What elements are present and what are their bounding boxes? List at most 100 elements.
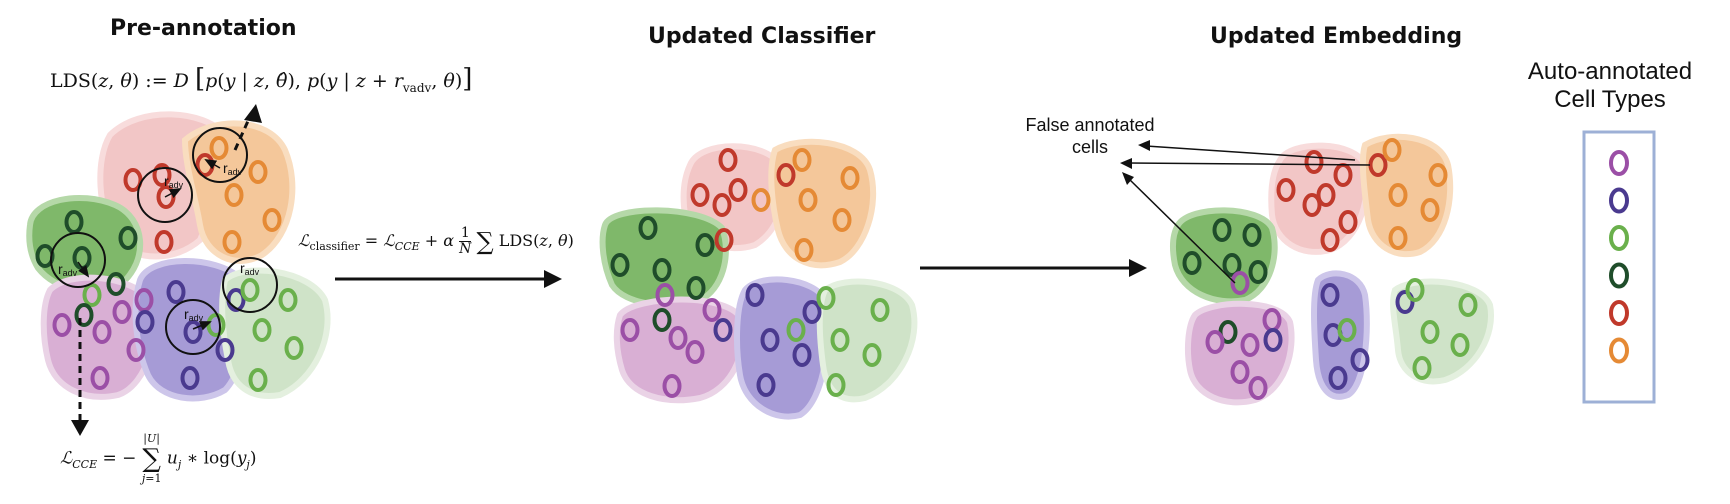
- false-annotated-arrow: [1145, 145, 1356, 161]
- cell-purple: [668, 326, 688, 350]
- cell-red: [152, 163, 172, 187]
- cell-light-green: [862, 343, 882, 367]
- false-annotated-note: False annotated cells: [1010, 114, 1170, 158]
- cell-orange: [1382, 138, 1402, 162]
- cell-purple: [1230, 271, 1250, 295]
- radius-label: radv: [184, 306, 204, 323]
- cell-indigo: [166, 280, 186, 304]
- cell-orange: [832, 208, 852, 232]
- transition-arrow-2-head: [1129, 259, 1147, 277]
- cell-indigo: [135, 310, 155, 334]
- cell-dark-green: [64, 210, 84, 234]
- legend-swatch-red: [1609, 300, 1629, 326]
- false-annotated-arrow: [1127, 162, 1371, 166]
- radius-label: radv: [223, 160, 243, 177]
- radius-label: radv: [58, 261, 78, 278]
- transition-arrow-1-head: [544, 270, 562, 288]
- cell-dark-green: [1242, 223, 1262, 247]
- cluster-lavender: [132, 258, 251, 402]
- cell-dark-green: [106, 272, 126, 296]
- legend-title: Auto-annotated Cell Types: [1500, 58, 1720, 114]
- cluster-violet: [1184, 300, 1295, 406]
- cell-purple: [134, 288, 154, 312]
- cell-dark-green: [1182, 251, 1202, 275]
- false-annotated-arrow: [1127, 177, 1236, 284]
- radius-label: radv: [164, 173, 184, 190]
- cell-red: [1316, 183, 1336, 207]
- cell-dark-green: [1212, 218, 1232, 242]
- cce-loss-formula: ℒCCE = − |U| ∑ j=1 uj ∗ log(yj): [60, 432, 257, 485]
- cell-indigo: [792, 343, 812, 367]
- adversarial-radius-circle: [192, 127, 248, 183]
- cell-light-green: [248, 368, 268, 392]
- cell-red: [1338, 210, 1358, 234]
- radius-arrow: [77, 261, 90, 278]
- cell-red: [123, 168, 143, 192]
- cluster-mint: [816, 278, 918, 403]
- cell-indigo: [756, 373, 776, 397]
- cell-light-green: [1337, 318, 1357, 342]
- cell-indigo: [713, 318, 733, 342]
- updated-classifier-panel: [599, 138, 918, 420]
- cell-purple: [1240, 333, 1260, 357]
- cell-light-green: [278, 288, 298, 312]
- cell-purple: [620, 318, 640, 342]
- cell-light-green: [284, 336, 304, 360]
- legend-swatch-indigo: [1609, 187, 1629, 214]
- false-annotated-arrow-head: [1138, 140, 1150, 151]
- radius-arrow: [192, 321, 212, 331]
- cell-red: [712, 193, 732, 217]
- cell-indigo: [183, 320, 203, 344]
- radius-arrow: [204, 159, 221, 170]
- legend-swatch-dark-green: [1609, 262, 1629, 289]
- cell-light-green: [82, 283, 102, 307]
- cell-orange: [798, 188, 818, 212]
- cell-dark-green: [1222, 253, 1242, 277]
- cell-light-green: [826, 373, 846, 397]
- cell-purple: [52, 313, 72, 337]
- cluster-violet: [613, 296, 747, 404]
- cell-dark-green: [610, 253, 630, 277]
- cell-dark-green: [1248, 260, 1268, 284]
- cell-indigo: [1350, 348, 1370, 372]
- cluster-green: [599, 207, 729, 308]
- dashed-arrow-down-head: [71, 420, 89, 436]
- cell-red: [776, 163, 796, 187]
- false-annotated-line2: cells: [1071, 137, 1108, 157]
- cluster-green: [26, 195, 144, 296]
- pre-annotation-panel: radv radv radv radv radv: [26, 104, 331, 436]
- cell-purple: [1205, 330, 1225, 354]
- cluster-mint: [219, 267, 331, 399]
- cell-indigo: [180, 366, 200, 390]
- false-annotated-line1: False annotated: [1025, 115, 1155, 135]
- false-annotated-arrow-head: [1122, 172, 1134, 185]
- cell-dark-green: [652, 258, 672, 282]
- cell-purple: [1248, 376, 1268, 400]
- cell-purple: [90, 366, 110, 390]
- cell-indigo: [760, 328, 780, 352]
- cell-red: [154, 230, 174, 254]
- cell-indigo: [1263, 328, 1283, 352]
- cell-dark-green: [118, 226, 138, 250]
- cell-purple: [126, 338, 146, 362]
- cell-red: [728, 178, 748, 202]
- legend-cells: [1609, 150, 1629, 364]
- cell-orange: [1388, 183, 1408, 207]
- cell-dark-green: [652, 308, 672, 332]
- cell-light-green: [1420, 320, 1440, 344]
- cell-indigo: [1320, 283, 1340, 307]
- cell-purple: [1230, 360, 1250, 384]
- cell-dark-green: [74, 303, 94, 327]
- cell-indigo: [1395, 290, 1415, 314]
- cell-dark-green: [35, 244, 55, 268]
- cell-red: [1320, 228, 1340, 252]
- cell-orange: [1420, 198, 1440, 222]
- dashed-arrow-up: [233, 111, 254, 151]
- cell-red: [690, 183, 710, 207]
- title-updated-classifier: Updated Classifier: [648, 24, 876, 49]
- cell-purple: [702, 298, 722, 322]
- cell-light-green: [870, 298, 890, 322]
